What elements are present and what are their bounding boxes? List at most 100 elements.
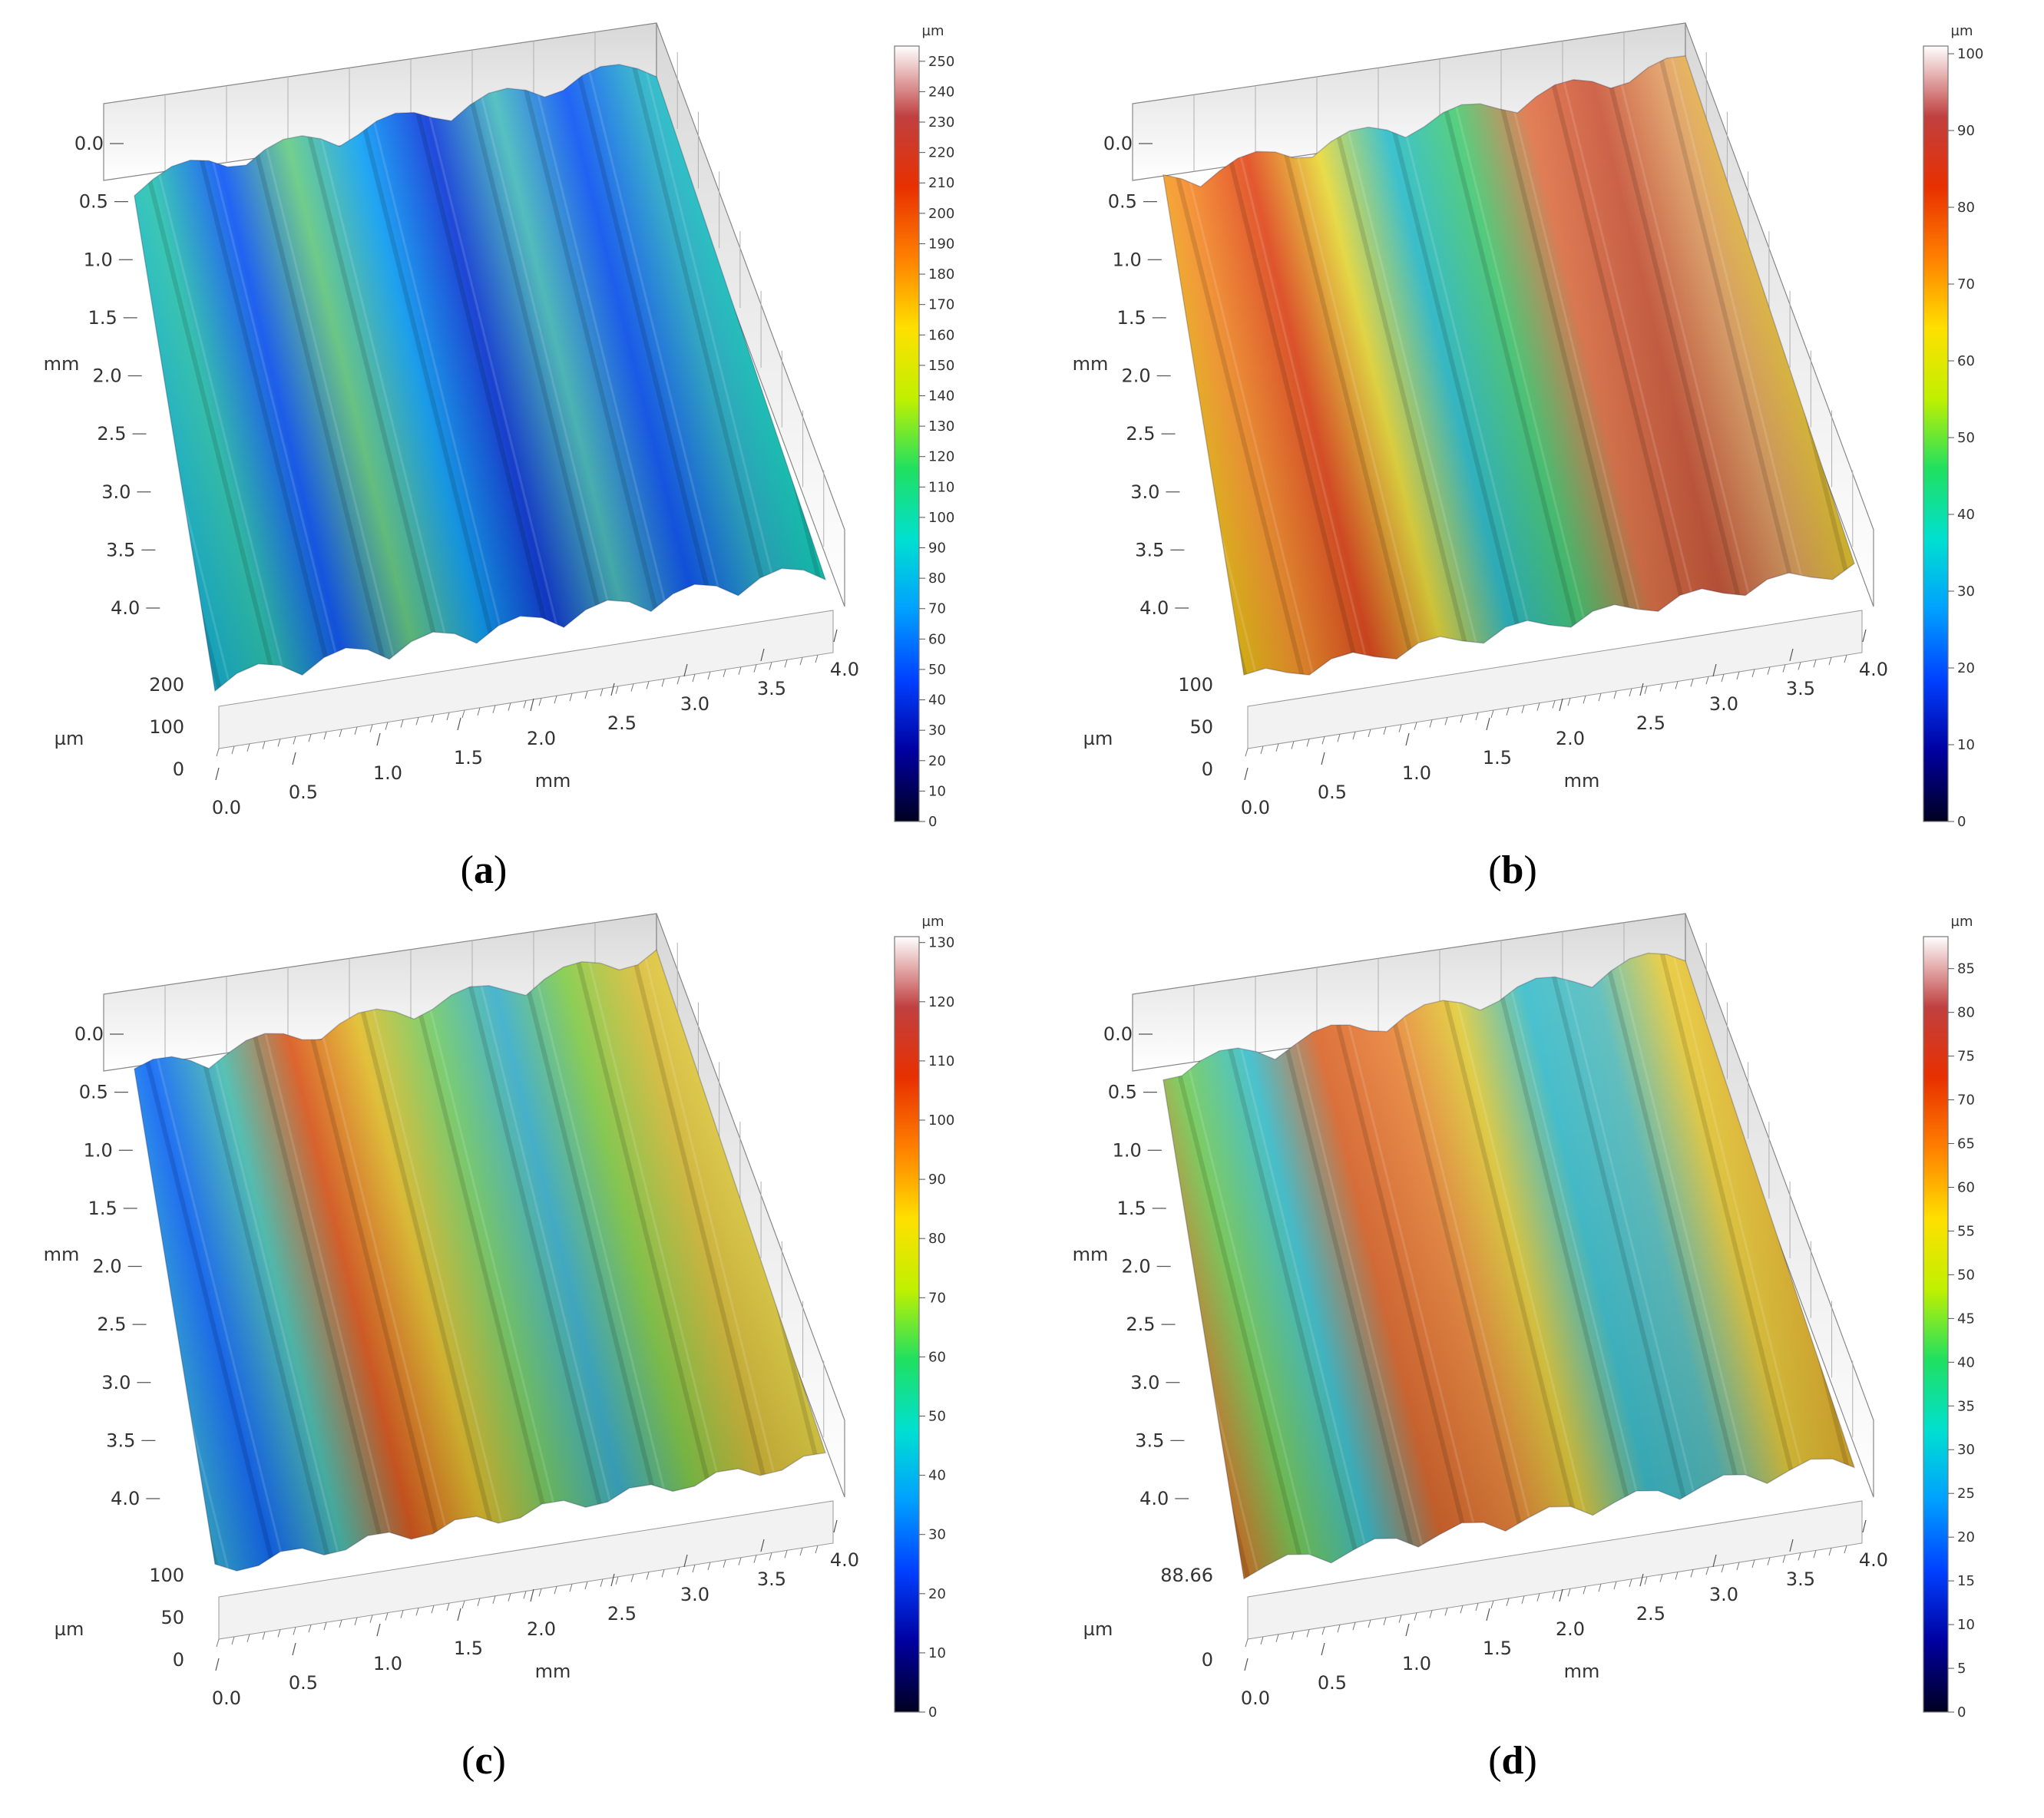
x-tick-mark — [610, 1573, 615, 1587]
x-tick-mark — [457, 717, 461, 731]
x-minor-tick — [1444, 717, 1448, 726]
ridge-line — [1559, 55, 1806, 676]
x-tick-mark — [530, 698, 534, 712]
colorbar-tick-label: 60 — [1957, 1179, 1975, 1195]
x-minor-tick — [492, 1595, 496, 1604]
x-minor-tick — [523, 700, 527, 709]
x-minor-tick — [1844, 654, 1847, 663]
base-front — [1247, 610, 1863, 749]
x-tick-mark — [530, 1588, 534, 1602]
x-tick-mark — [376, 732, 381, 746]
x-minor-tick — [508, 1593, 511, 1601]
surface-outline — [1163, 55, 1855, 676]
y-tick-label: 3.0 — [1130, 481, 1159, 503]
x-minor-tick — [707, 671, 711, 680]
colorbar-tick-label: 110 — [928, 479, 954, 495]
x-minor-tick — [1429, 719, 1433, 728]
x-minor-tick — [339, 729, 342, 738]
ridge-highlight — [1571, 953, 1816, 1579]
x-minor-tick — [523, 1591, 527, 1599]
x-tick-label: 1.5 — [454, 747, 483, 769]
colorbar-tick-label: 110 — [928, 1053, 954, 1069]
x-tick-label: 0.5 — [1318, 782, 1347, 803]
y-tick-label: 3.0 — [101, 1372, 131, 1393]
x-tick-label: 1.0 — [1402, 1653, 1431, 1674]
x-minor-tick — [1260, 1636, 1264, 1645]
x-tick-label: 0.5 — [1318, 1672, 1347, 1694]
x-tick-label: 3.5 — [1786, 678, 1815, 699]
x-tick-mark — [1486, 1608, 1490, 1621]
panel-c: 0.00.51.01.52.02.53.03.54.0mm100500µm0.0… — [44, 913, 954, 1783]
colorbar-tick-label: 70 — [1957, 276, 1975, 293]
x-minor-tick — [1690, 679, 1694, 687]
x-minor-tick — [769, 662, 772, 670]
x-minor-tick — [461, 709, 465, 719]
x-minor-tick — [1475, 1602, 1479, 1611]
colorbar-tick-label: 10 — [928, 783, 946, 799]
x-minor-tick — [246, 743, 250, 752]
x-minor-tick — [1414, 722, 1417, 730]
x-tick-label: 2.5 — [607, 1603, 637, 1625]
x-minor-tick — [1782, 664, 1786, 673]
x-tick-label: 4.0 — [830, 1549, 859, 1571]
colorbar-tick-label: 25 — [1957, 1486, 1975, 1502]
x-minor-tick — [1828, 1548, 1832, 1556]
x-minor-tick — [584, 1581, 588, 1590]
x-minor-tick — [676, 676, 680, 685]
colorbar-tick-label: 90 — [1957, 123, 1975, 139]
x-minor-tick — [369, 724, 373, 732]
x-minor-tick — [1306, 739, 1310, 747]
colorbar-tick-label: 60 — [1957, 353, 1975, 369]
x-minor-tick — [1460, 715, 1464, 723]
colorbar-unit: µm — [922, 914, 944, 930]
x-minor-tick — [723, 669, 726, 678]
x-minor-tick — [216, 1638, 220, 1648]
y-tick-label: 0.0 — [1103, 133, 1133, 154]
ridge-highlight — [488, 64, 733, 691]
z-axis-unit: µm — [55, 1618, 84, 1640]
x-minor-tick — [1536, 702, 1540, 711]
colorbar-tick-label: 50 — [1957, 1267, 1975, 1283]
panel-caption: (d) — [1488, 1739, 1537, 1783]
colorbar-tick-label: 10 — [1957, 737, 1975, 753]
z-tick-label: 0 — [1202, 759, 1213, 780]
x-minor-tick — [1629, 688, 1632, 697]
colorbar-tick-label: 30 — [1957, 1442, 1975, 1458]
colorbar-tick-label: 210 — [928, 175, 954, 191]
x-minor-tick — [1460, 1605, 1464, 1614]
y-tick-label: 4.0 — [111, 1488, 140, 1509]
x-minor-tick — [231, 745, 235, 755]
colorbar-tick-label: 240 — [928, 84, 954, 100]
surface-b — [1163, 55, 1854, 676]
colorbar-tick-label: 0 — [1957, 1704, 1966, 1720]
x-minor-tick — [615, 1576, 619, 1585]
colorbar-tick-label: 0 — [1957, 814, 1966, 830]
colorbar-tick-label: 40 — [1957, 1354, 1975, 1370]
x-tick-mark — [1321, 752, 1325, 765]
x-tick-mark — [760, 1539, 765, 1552]
x-tick-label: 3.0 — [680, 1584, 709, 1605]
x-minor-tick — [815, 1545, 819, 1554]
x-minor-tick — [1260, 745, 1264, 755]
x-minor-tick — [293, 1627, 296, 1635]
x-tick-label: 3.5 — [757, 1568, 786, 1590]
x-minor-tick — [385, 722, 389, 730]
x-minor-tick — [308, 1625, 312, 1633]
y-tick-label: 3.5 — [1135, 539, 1164, 560]
colorbar-unit: µm — [1951, 914, 1973, 930]
x-tick-mark — [1321, 1642, 1325, 1656]
x-tick-mark — [1559, 1588, 1563, 1602]
x-minor-tick — [1767, 666, 1771, 675]
x-minor-tick — [784, 659, 788, 668]
x-minor-tick — [738, 1557, 742, 1565]
x-tick-label: 4.0 — [1859, 1549, 1888, 1571]
y-tick-label: 1.5 — [1117, 1198, 1146, 1219]
x-minor-tick — [508, 702, 511, 711]
colorbar-tick-label: 90 — [928, 540, 946, 557]
z-tick-label: 0 — [1202, 1649, 1213, 1671]
x-tick-mark — [376, 1623, 381, 1637]
x-minor-tick — [1414, 1612, 1417, 1621]
colorbar-tick-label: 0 — [928, 814, 937, 830]
y-tick-label: 4.0 — [1139, 1488, 1169, 1509]
x-minor-tick — [1275, 743, 1279, 752]
